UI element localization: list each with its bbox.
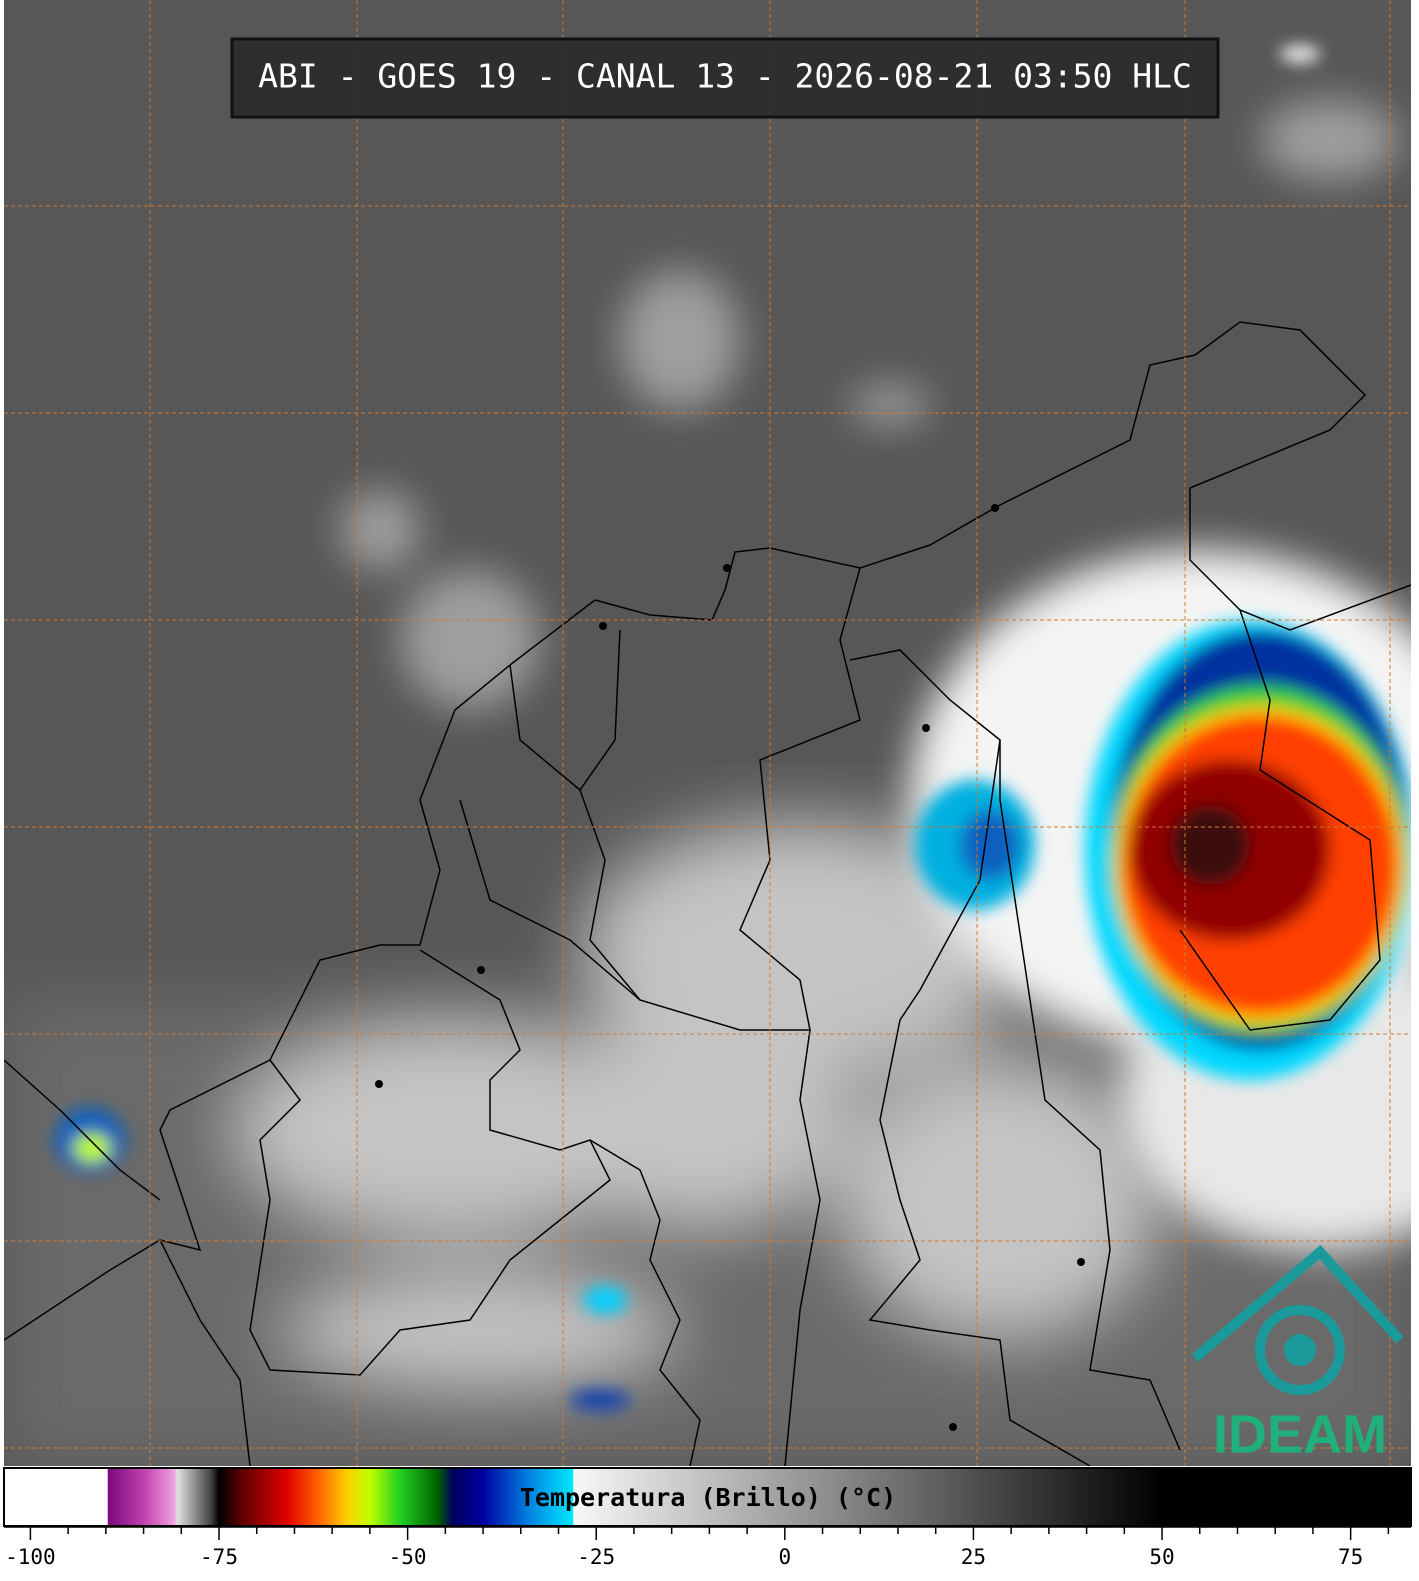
colorbar-label: Temperatura (Brillo) (°C) xyxy=(520,1483,896,1512)
logo-text: IDEAM xyxy=(1213,1404,1387,1464)
colorbar: Temperatura (Brillo) (°C) -100 -75 -50 -25 0… xyxy=(3,1467,1412,1569)
tick-label: -50 xyxy=(389,1545,427,1569)
title: ABI - GOES 19 - CANAL 13 - 2026-08-21 03… xyxy=(258,57,1192,96)
tick-label: 75 xyxy=(1338,1545,1363,1569)
logo: IDEAM xyxy=(1191,1245,1404,1464)
tick-label: -75 xyxy=(200,1545,238,1569)
tick-label: 25 xyxy=(961,1545,986,1569)
tick-label: 0 xyxy=(779,1545,792,1569)
tick-label: 50 xyxy=(1149,1545,1174,1569)
borders xyxy=(4,321,1411,1466)
graticule xyxy=(4,0,1411,1466)
satellite-image xyxy=(4,0,1411,1466)
tick-label: -25 xyxy=(577,1545,615,1569)
city-dots xyxy=(375,504,1085,1431)
title-box: ABI - GOES 19 - CANAL 13 - 2026-08-21 03… xyxy=(230,37,1220,119)
tick-label: -100 xyxy=(5,1545,56,1569)
